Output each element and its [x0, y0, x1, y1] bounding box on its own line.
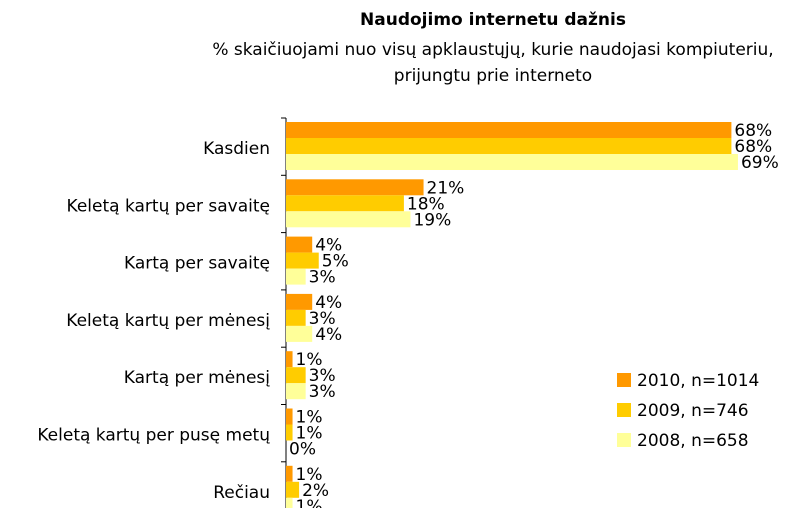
legend-label: 2010, n=1014 [637, 371, 759, 391]
value-label: 1% [296, 497, 323, 508]
legend-swatch [617, 433, 631, 447]
bar [286, 408, 293, 425]
value-label: 4% [315, 293, 342, 313]
value-label: 19% [413, 210, 451, 230]
value-label: 2% [302, 481, 329, 501]
y-tick-label: Kasdien [203, 139, 270, 159]
value-label: 3% [309, 268, 336, 288]
y-tick-label: Rečiau [213, 483, 270, 503]
value-label: 18% [407, 194, 445, 214]
bar [286, 252, 319, 269]
legend-label: 2008, n=658 [637, 431, 749, 451]
value-label: 1% [296, 408, 323, 428]
y-tick-label: Kartą per savaitę [124, 254, 270, 274]
value-label: 0% [289, 440, 316, 460]
bar [286, 236, 313, 253]
bar [286, 367, 306, 384]
bar [286, 268, 306, 285]
bar [286, 138, 732, 154]
bar [286, 424, 293, 441]
bar [286, 293, 313, 310]
bar [286, 195, 404, 212]
bar [286, 179, 424, 196]
bar [286, 325, 313, 342]
value-label: 4% [315, 325, 342, 345]
chart-subtitle: % skaičiuojami nuo visų apklaustųjų, kur… [212, 40, 773, 60]
legend-swatch [617, 373, 631, 387]
bar [286, 154, 738, 170]
value-label: 1% [296, 350, 323, 370]
y-tick-label: Kartą per mėnesį [124, 368, 270, 388]
value-label: 68% [734, 121, 772, 141]
y-tick-label: Keletą kartų per pusę metų [37, 426, 270, 446]
value-label: 1% [296, 465, 323, 485]
value-label: 3% [309, 382, 336, 402]
bar [286, 383, 306, 400]
legend-swatch [617, 403, 631, 417]
bar [286, 122, 732, 138]
value-label: 3% [309, 309, 336, 329]
bar [286, 465, 293, 482]
bar [286, 309, 306, 326]
bar [286, 351, 293, 368]
y-tick-label: Keletą kartų per mėnesį [66, 311, 270, 331]
value-label: 3% [309, 366, 336, 386]
bar [286, 211, 411, 228]
chart-title: Naudojimo internetu dažnis [360, 10, 626, 30]
value-label: 4% [315, 236, 342, 256]
bar [286, 481, 300, 498]
value-label: 21% [427, 178, 465, 198]
bar [286, 497, 293, 508]
value-label: 68% [734, 137, 772, 157]
chart-subtitle: prijungtu prie interneto [394, 66, 592, 86]
legend-label: 2009, n=746 [637, 401, 749, 421]
value-label: 1% [296, 424, 323, 444]
value-label: 5% [322, 252, 349, 272]
y-tick-label: Keletą kartų per savaitę [67, 196, 270, 216]
value-label: 69% [741, 153, 779, 173]
